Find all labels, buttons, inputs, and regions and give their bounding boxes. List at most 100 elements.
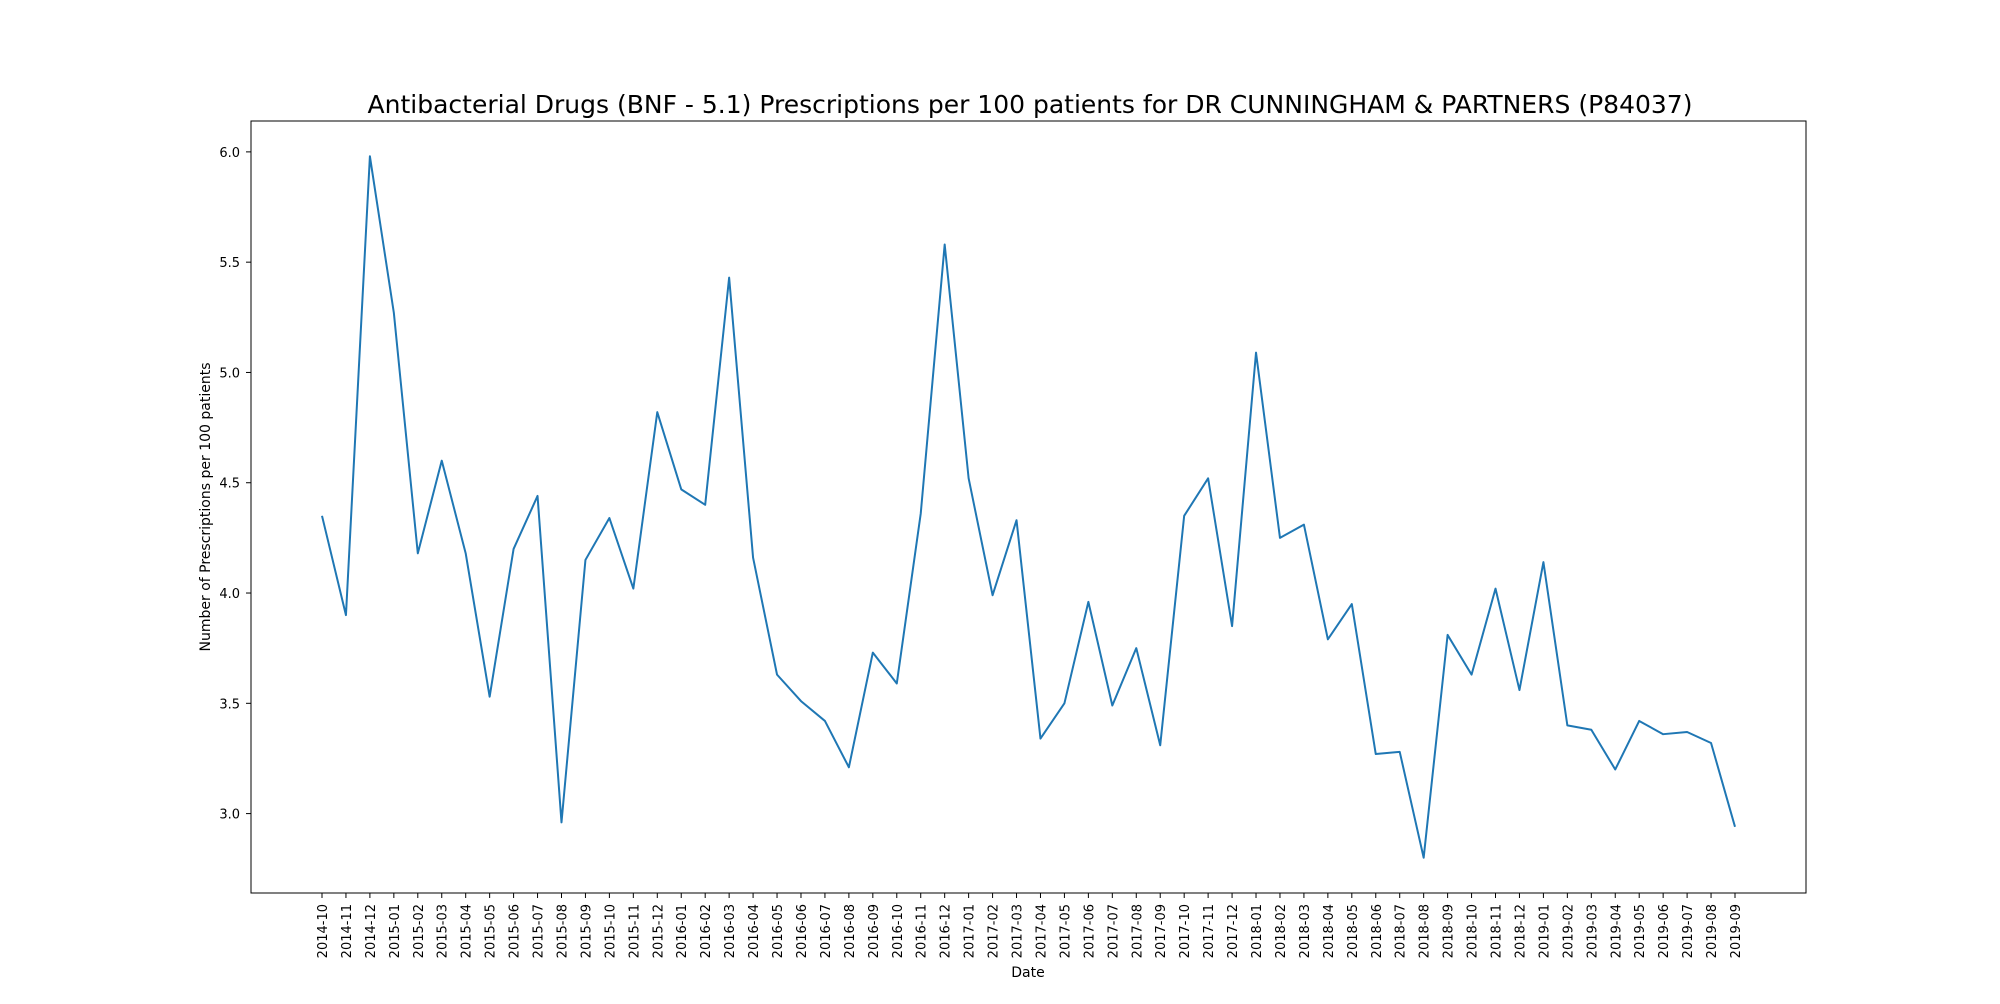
data-point [824, 720, 826, 722]
series-line [321, 155, 1736, 859]
data-point [1207, 477, 1209, 479]
data-point [537, 495, 539, 497]
data-point [1399, 751, 1401, 753]
x-tick-label: 2018-03 [1298, 904, 1313, 958]
x-tick-label: 2018-06 [1370, 904, 1385, 958]
x-tick-label: 2017-01 [963, 904, 978, 958]
chart-title: Antibacterial Drugs (BNF - 5.1) Prescrip… [368, 90, 1693, 119]
x-tick-label: 2016-09 [867, 904, 882, 958]
x-tick-label: 2016-06 [795, 904, 810, 958]
x-tick-label: 2017-12 [1226, 904, 1241, 958]
data-point [1231, 625, 1233, 627]
x-tick-label: 2015-12 [651, 904, 666, 958]
x-tick-label: 2016-03 [723, 904, 738, 958]
x-tick-label: 2017-03 [1011, 904, 1026, 958]
data-point [1279, 537, 1281, 539]
data-point [1734, 826, 1736, 828]
x-tick-label: 2018-10 [1466, 904, 1481, 958]
x-tick-label: 2014-11 [340, 904, 355, 958]
x-tick-label: 2019-06 [1657, 904, 1672, 958]
x-tick-label: 2019-01 [1537, 904, 1552, 958]
data-point [1590, 729, 1592, 731]
data-point [920, 513, 922, 515]
data-point [872, 652, 874, 654]
data-point [800, 700, 802, 702]
data-point [345, 614, 347, 616]
x-tick-label: 2015-08 [555, 904, 570, 958]
data-point [1710, 742, 1712, 744]
x-tick-label: 2015-02 [412, 904, 427, 958]
x-tick-label: 2019-07 [1681, 904, 1696, 958]
y-axis: 3.0 3.5 4.0 4.5 5.0 5.5 6.0 [219, 146, 251, 823]
data-point [704, 504, 706, 506]
data-point [1471, 674, 1473, 676]
data-point [560, 821, 562, 823]
y-tick-label: 5.5 [219, 256, 240, 271]
data-point [1327, 638, 1329, 640]
x-tick-label: 2016-01 [675, 904, 690, 958]
data-point [1375, 753, 1377, 755]
x-tick-label: 2017-09 [1154, 904, 1169, 958]
data-point [1135, 647, 1137, 649]
x-tick-label: 2016-05 [771, 904, 786, 958]
x-tick-label: 2018-12 [1513, 904, 1528, 958]
y-axis-label: Number of Prescriptions per 100 patients [198, 363, 214, 652]
x-tick-label: 2017-08 [1130, 904, 1145, 958]
y-tick-label: 4.0 [219, 587, 240, 602]
data-point [728, 277, 730, 279]
x-tick-label: 2018-02 [1274, 904, 1289, 958]
data-point [1063, 702, 1065, 704]
x-tick-label: 2017-07 [1106, 904, 1121, 958]
x-tick-label: 2017-11 [1202, 904, 1217, 958]
x-tick-label: 2015-05 [484, 904, 499, 958]
data-point [584, 559, 586, 561]
data-point [1518, 689, 1520, 691]
x-axis-label: Date [1011, 965, 1044, 981]
data-point [393, 312, 395, 314]
data-point [944, 244, 946, 246]
x-tick-label: 2019-08 [1705, 904, 1720, 958]
x-tick-label: 2017-06 [1082, 904, 1097, 958]
x-tick-label: 2015-04 [460, 904, 475, 958]
y-tick-label: 5.0 [219, 366, 240, 381]
x-tick-label: 2019-02 [1561, 904, 1576, 958]
data-point [608, 517, 610, 519]
x-tick-label: 2016-10 [891, 904, 906, 958]
x-tick-label: 2018-01 [1250, 904, 1265, 958]
data-point [1183, 515, 1185, 517]
x-tick-label: 2018-09 [1442, 904, 1457, 958]
x-axis: 2014-10 2014-11 2014-12 2015-01 2015-02 2015-… [316, 893, 1744, 958]
data-point [441, 460, 443, 462]
y-tick-label: 3.5 [219, 697, 240, 712]
x-tick-label: 2016-04 [747, 904, 762, 958]
x-tick-label: 2016-12 [939, 904, 954, 958]
data-point [1638, 720, 1640, 722]
x-tick-label: 2016-08 [843, 904, 858, 958]
data-point [369, 155, 371, 157]
data-point [848, 766, 850, 768]
data-point [321, 515, 323, 517]
data-point [513, 548, 515, 550]
data-point [1111, 705, 1113, 707]
data-point [752, 557, 754, 559]
data-point [1495, 588, 1497, 590]
data-point [1423, 857, 1425, 859]
data-point [680, 488, 682, 490]
x-tick-label: 2015-06 [508, 904, 523, 958]
x-tick-label: 2014-10 [316, 904, 331, 958]
x-tick-label: 2016-07 [819, 904, 834, 958]
x-tick-label: 2015-07 [532, 904, 547, 958]
data-point [896, 682, 898, 684]
x-tick-label: 2019-04 [1609, 904, 1624, 958]
data-point [968, 477, 970, 479]
x-tick-label: 2015-01 [388, 904, 403, 958]
x-tick-label: 2019-03 [1585, 904, 1600, 958]
data-point [1686, 731, 1688, 733]
data-point [632, 588, 634, 590]
y-tick-label: 4.5 [219, 477, 240, 492]
x-tick-label: 2017-10 [1178, 904, 1193, 958]
data-point [1662, 733, 1664, 735]
data-point [465, 552, 467, 554]
data-point [1351, 603, 1353, 605]
